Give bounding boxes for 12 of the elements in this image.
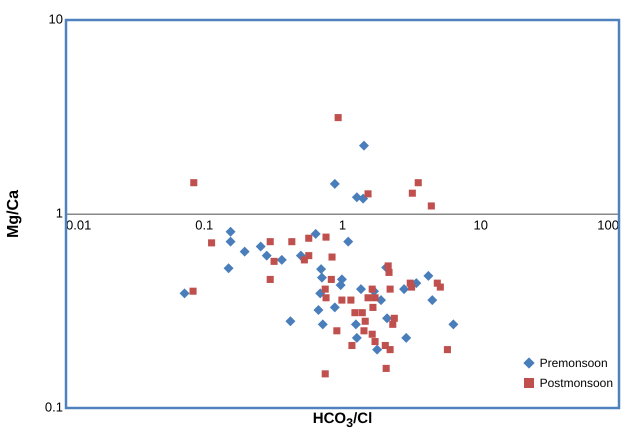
y-tick-label: 10 [48, 12, 63, 27]
y-axis-title: Mg/Ca [5, 190, 22, 238]
legend-label: Premonsoon [540, 356, 608, 370]
x-tick-label: 100 [597, 217, 619, 232]
y-tick-label: 1 [56, 206, 63, 221]
x-tick-label: 0.01 [66, 217, 92, 232]
x-tick-label: 10 [474, 217, 488, 232]
x-tick-label: 0.1 [195, 217, 214, 232]
y-tick-label: 0.1 [44, 400, 63, 415]
legend-label: Postmonsoon [540, 376, 613, 390]
x-tick-label: 1 [338, 217, 346, 232]
x-axis-title: HCO$_{3}$/Cl [312, 410, 374, 430]
